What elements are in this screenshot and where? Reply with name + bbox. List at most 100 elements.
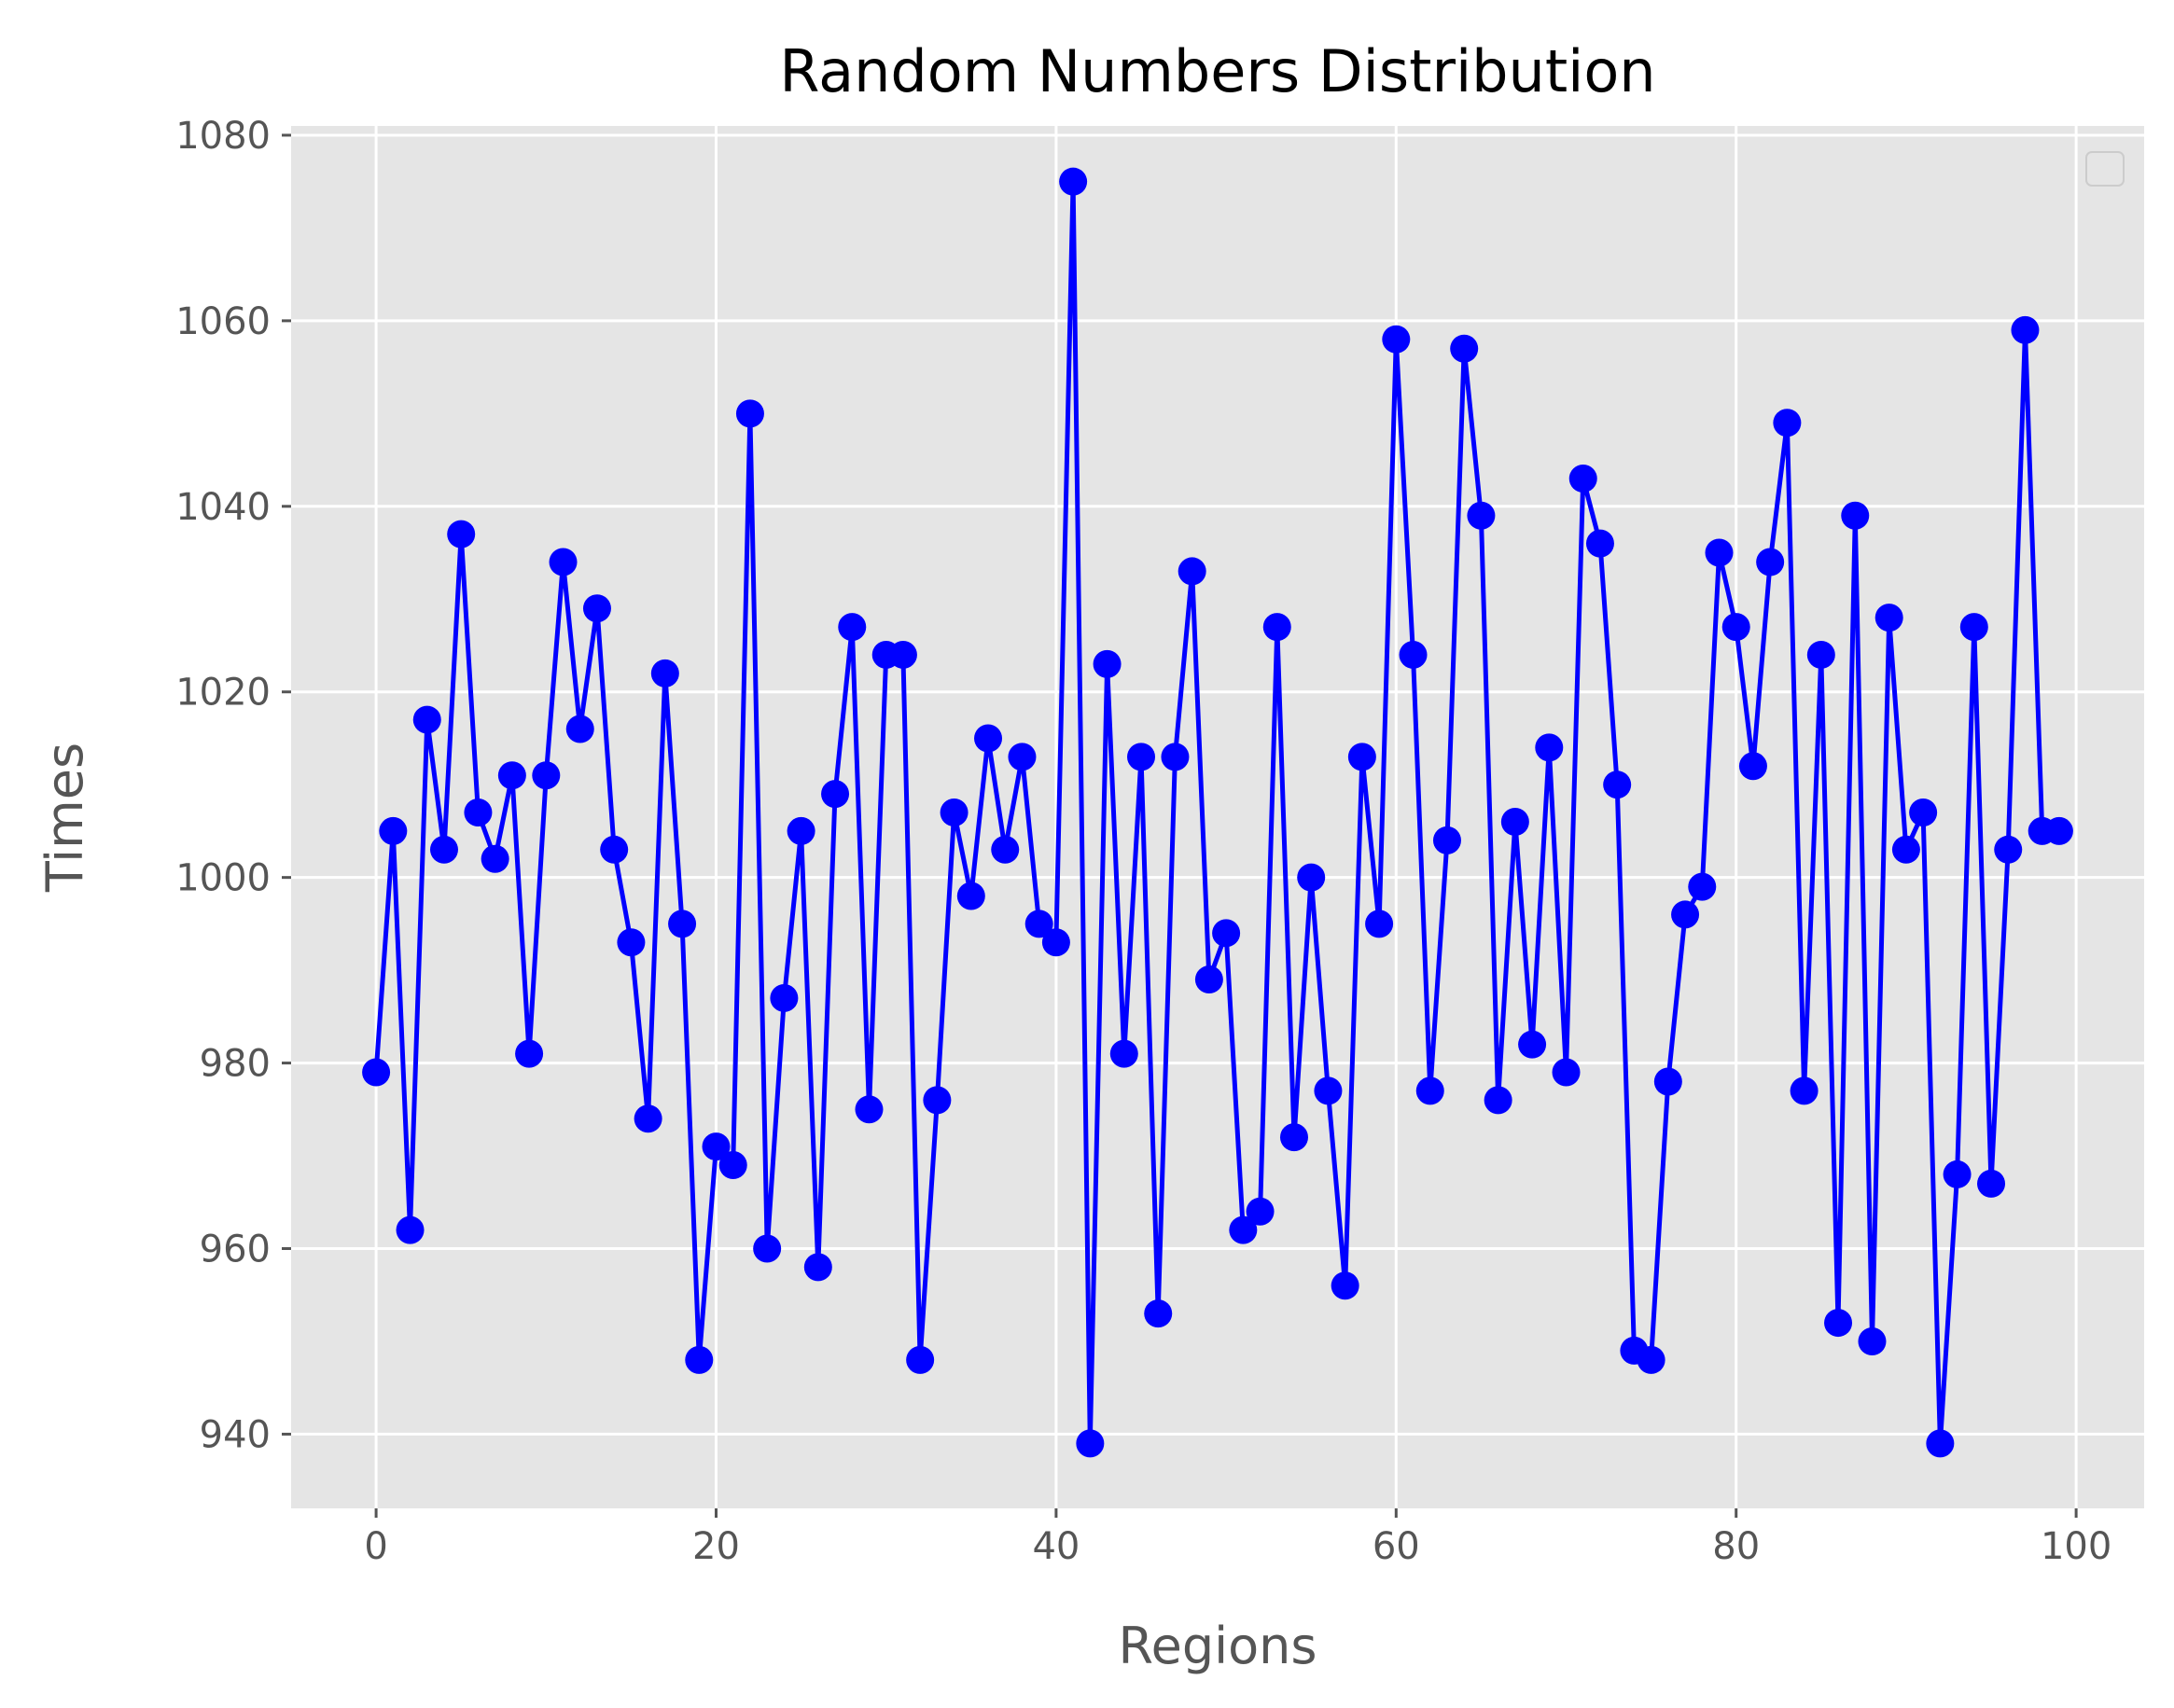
data-point	[1653, 1067, 1682, 1096]
data-point	[974, 724, 1003, 753]
data-point	[787, 816, 815, 845]
data-point	[600, 835, 629, 864]
data-point	[1246, 1197, 1275, 1226]
data-point	[1841, 501, 1870, 530]
y-tick-label: 1020	[175, 672, 271, 715]
data-point	[1093, 649, 1122, 678]
data-point	[1926, 1429, 1955, 1458]
data-point	[1041, 928, 1070, 957]
data-point	[2044, 816, 2073, 845]
data-point	[1552, 1058, 1581, 1087]
data-point	[1024, 910, 1053, 938]
data-point	[1500, 807, 1529, 836]
data-point	[1432, 826, 1461, 854]
data-point	[1790, 1076, 1819, 1105]
data-point	[532, 761, 561, 790]
data-point	[1943, 1159, 1972, 1188]
data-point	[923, 1086, 952, 1115]
x-tick-label: 100	[2041, 1525, 2111, 1568]
data-point	[1994, 835, 2023, 864]
data-point	[1756, 548, 1785, 576]
data-point	[991, 835, 1020, 864]
data-point	[1806, 640, 1835, 669]
data-point	[1688, 872, 1717, 901]
x-tick-label: 60	[1373, 1525, 1420, 1568]
data-point	[1008, 743, 1037, 771]
data-point	[447, 520, 476, 549]
data-point	[1262, 613, 1291, 642]
data-point	[702, 1132, 731, 1161]
y-tick-label: 960	[200, 1229, 271, 1271]
data-point	[1603, 771, 1632, 799]
data-point	[1977, 1169, 2006, 1198]
data-point	[668, 910, 697, 938]
data-point	[379, 816, 408, 845]
data-point	[1568, 464, 1597, 493]
data-point	[464, 798, 493, 827]
data-point	[838, 613, 867, 642]
data-point	[1109, 1039, 1138, 1068]
data-point	[1671, 900, 1700, 929]
data-point	[1467, 501, 1496, 530]
data-point	[497, 761, 526, 790]
data-point	[1194, 965, 1223, 994]
data-point	[735, 399, 764, 428]
data-point	[1365, 910, 1394, 938]
data-point	[582, 594, 611, 623]
y-tick-label: 1080	[175, 115, 271, 158]
data-point	[1161, 743, 1190, 771]
data-point	[1415, 1076, 1444, 1105]
data-point	[565, 715, 594, 743]
data-point	[481, 844, 509, 873]
data-point	[1518, 1030, 1547, 1059]
x-tick-label: 80	[1712, 1525, 1760, 1568]
series	[362, 167, 2073, 1458]
data-point	[718, 1150, 747, 1179]
data-point	[1959, 613, 1988, 642]
data-point	[429, 835, 458, 864]
data-point	[1721, 613, 1750, 642]
data-point	[1637, 1345, 1665, 1374]
data-point	[1484, 1086, 1512, 1115]
data-point	[1874, 604, 1903, 632]
axes: 0 20 40 60 80 100 940 960 980 1000 1020 1040 1060 108…	[175, 115, 2111, 1568]
data-point	[1738, 752, 1767, 781]
data-point	[1773, 409, 1802, 437]
data-point	[1824, 1309, 1853, 1338]
data-point	[1705, 538, 1734, 567]
data-point	[1076, 1429, 1105, 1458]
data-point	[855, 1095, 884, 1124]
data-point	[906, 1345, 935, 1374]
data-point	[1399, 640, 1428, 669]
data-point	[412, 705, 441, 734]
data-point	[1059, 167, 1088, 196]
data-point	[617, 928, 646, 957]
data-point	[1127, 743, 1156, 771]
chart-title: Random Numbers Distribution	[779, 37, 1655, 105]
data-point	[1212, 919, 1241, 948]
y-tick-label: 1060	[175, 300, 271, 343]
series-line	[373, 179, 2059, 1446]
data-point	[362, 1058, 391, 1087]
x-tick-label: 0	[364, 1525, 387, 1568]
data-point	[770, 983, 799, 1012]
data-point	[1535, 733, 1564, 762]
x-axis-title: Regions	[1119, 1617, 1317, 1675]
y-tick-label: 940	[200, 1413, 271, 1456]
legend-box	[2085, 151, 2125, 187]
data-point	[888, 640, 917, 669]
data-point	[940, 798, 969, 827]
y-tick-label: 1000	[175, 857, 271, 900]
x-tick-label: 40	[1032, 1525, 1080, 1568]
data-point	[1909, 798, 1938, 827]
data-point	[515, 1039, 544, 1068]
data-point	[821, 780, 850, 809]
data-point	[1331, 1271, 1359, 1300]
data-point	[549, 548, 578, 576]
x-tick-label: 20	[692, 1525, 740, 1568]
data-point	[1229, 1215, 1258, 1244]
y-tick-label: 980	[200, 1043, 271, 1086]
data-point	[1297, 863, 1326, 892]
data-point	[1347, 743, 1376, 771]
data-point	[753, 1234, 782, 1263]
